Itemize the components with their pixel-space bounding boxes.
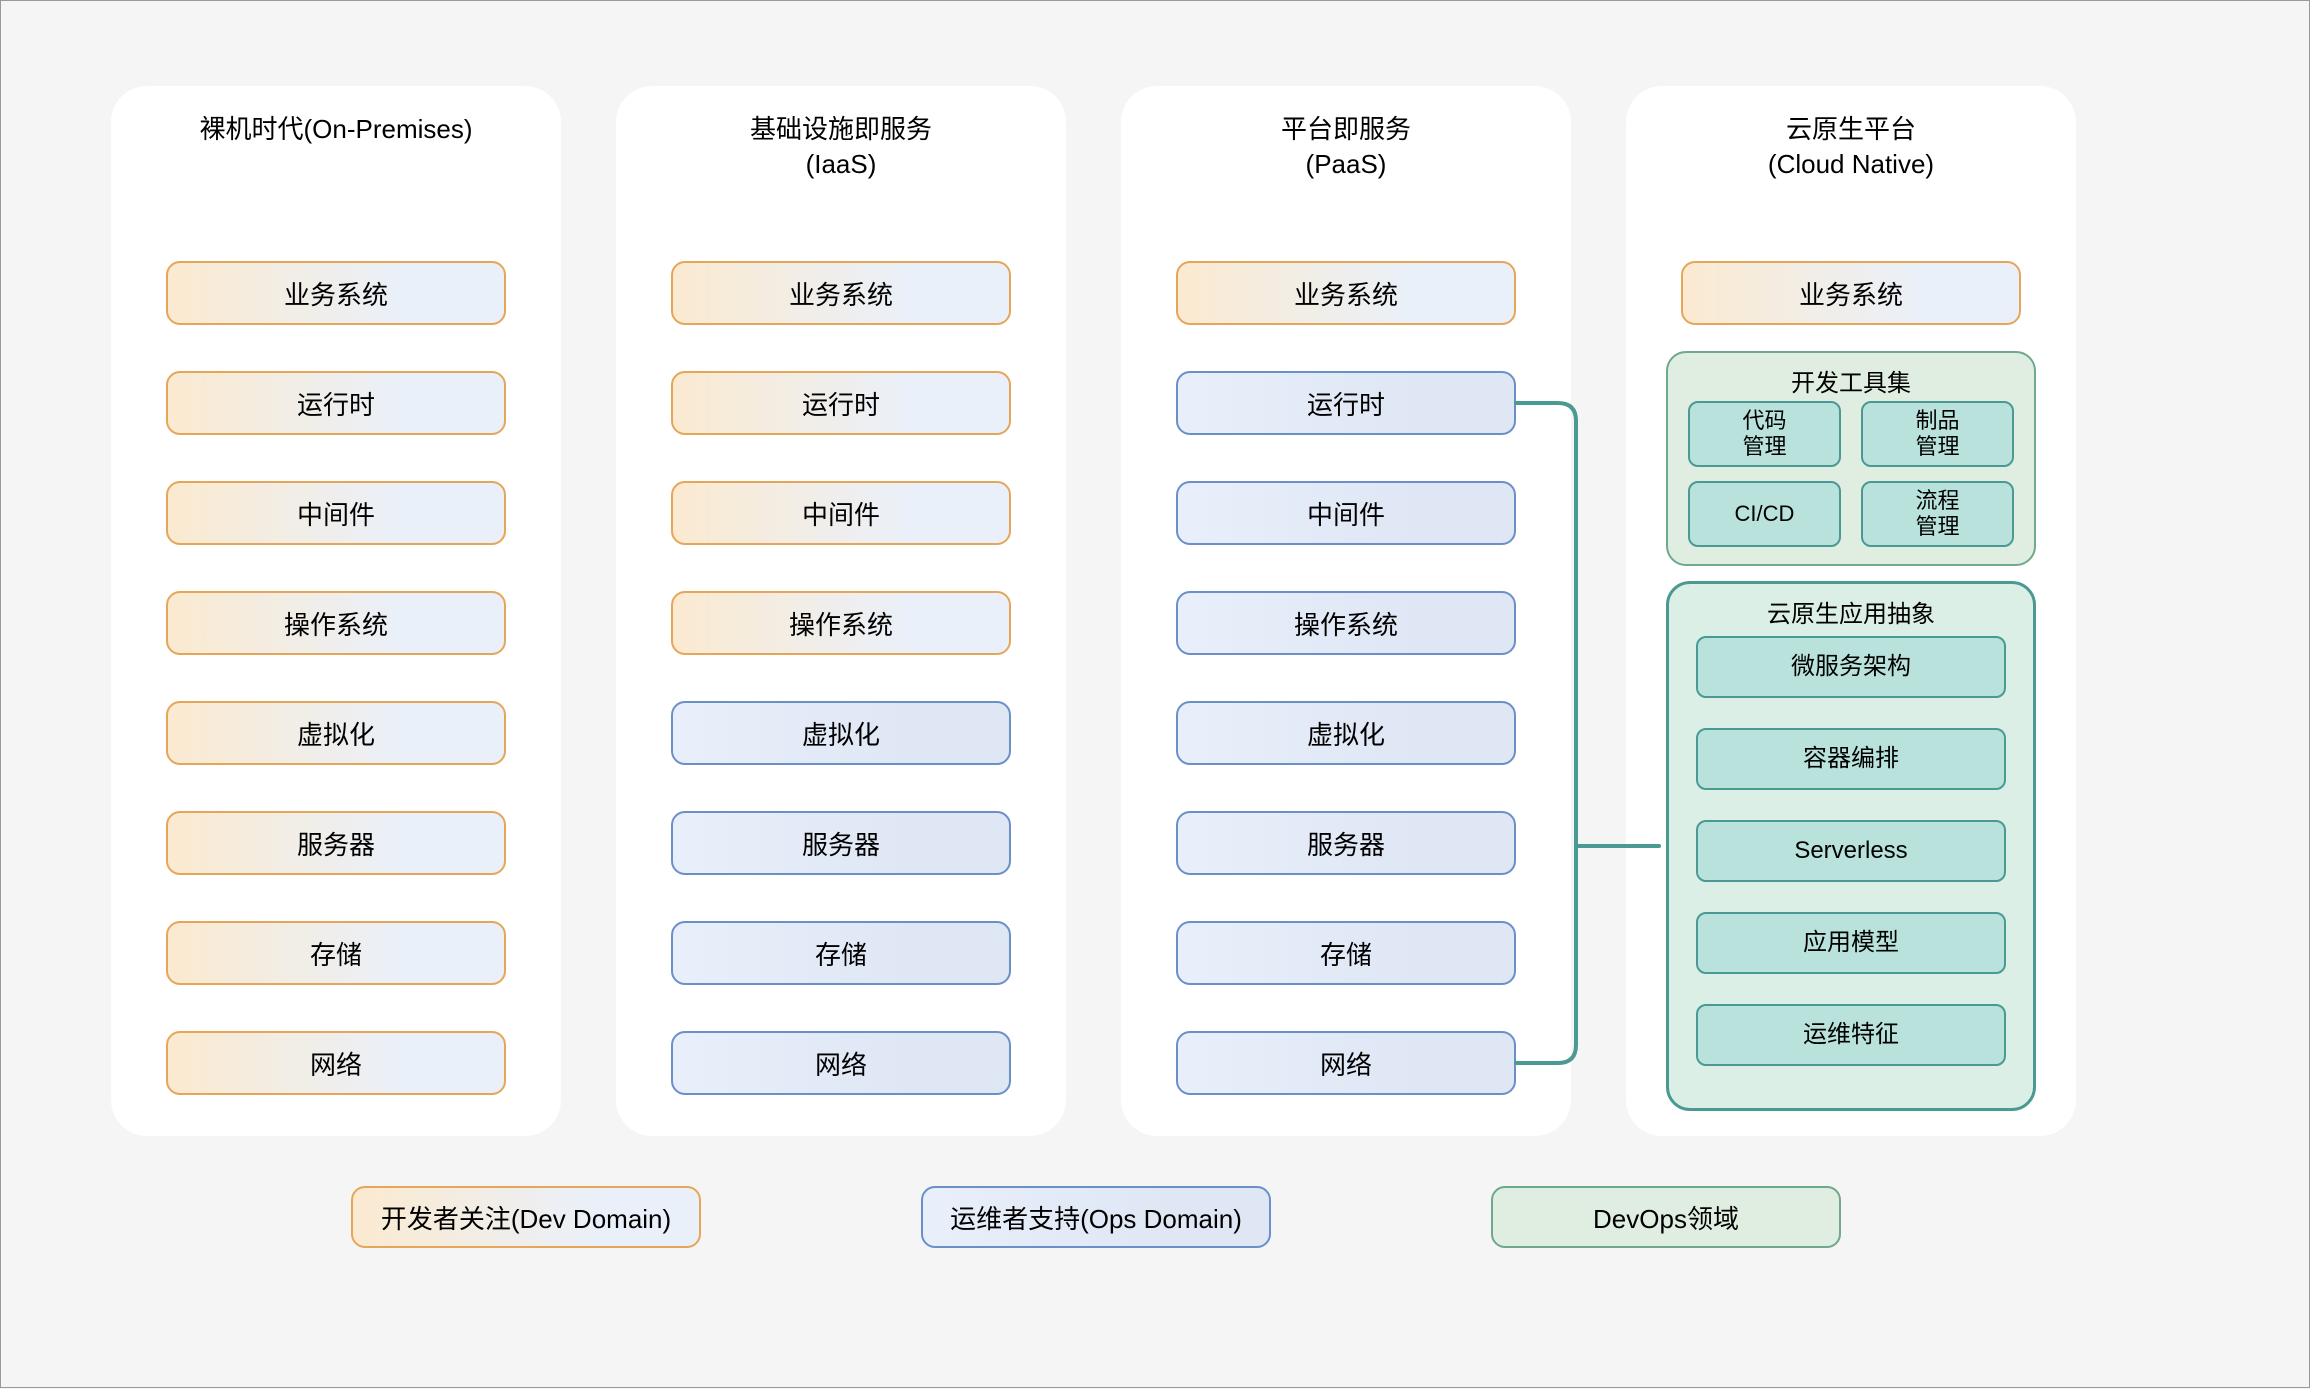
legend-devops: DevOps领域 (1491, 1186, 1841, 1248)
layer-paas-5: 服务器 (1176, 811, 1516, 875)
layer-iaas-7: 网络 (671, 1031, 1011, 1095)
cn-top-box: 业务系统 (1681, 261, 2021, 325)
cn-abstraction-item-3: 应用模型 (1696, 912, 2006, 974)
column-title-onprem: 裸机时代(On-Premises) (111, 112, 561, 147)
diagram-canvas: 裸机时代(On-Premises) 基础设施即服务 (IaaS) 平台即服务 (Pa… (0, 0, 2310, 1388)
layer-iaas-4: 虚拟化 (671, 701, 1011, 765)
cn-abstraction-item-1: 容器编排 (1696, 728, 2006, 790)
layer-iaas-0: 业务系统 (671, 261, 1011, 325)
cn-dev-tool-3: 流程 管理 (1861, 481, 2014, 547)
layer-paas-0: 业务系统 (1176, 261, 1516, 325)
cn-abstraction-item-4: 运维特征 (1696, 1004, 2006, 1066)
layer-paas-3: 操作系统 (1176, 591, 1516, 655)
layer-onprem-1: 运行时 (166, 371, 506, 435)
cn-dev-tool-1: 制品 管理 (1861, 401, 2014, 467)
layer-onprem-0: 业务系统 (166, 261, 506, 325)
cn-abstraction-item-0: 微服务架构 (1696, 636, 2006, 698)
legend-ops: 运维者支持(Ops Domain) (921, 1186, 1271, 1248)
layer-onprem-6: 存储 (166, 921, 506, 985)
layer-paas-6: 存储 (1176, 921, 1516, 985)
layer-paas-4: 虚拟化 (1176, 701, 1516, 765)
layer-iaas-1: 运行时 (671, 371, 1011, 435)
layer-paas-1: 运行时 (1176, 371, 1516, 435)
layer-iaas-6: 存储 (671, 921, 1011, 985)
layer-onprem-3: 操作系统 (166, 591, 506, 655)
column-title-cn: 云原生平台 (Cloud Native) (1626, 112, 2076, 182)
cn-dev-tools-title: 开发工具集 (1668, 353, 2034, 404)
column-title-paas: 平台即服务 (PaaS) (1121, 112, 1571, 182)
layer-iaas-5: 服务器 (671, 811, 1011, 875)
cn-abstraction-item-2: Serverless (1696, 820, 2006, 882)
cn-dev-tool-2: CI/CD (1688, 481, 1841, 547)
legend-dev: 开发者关注(Dev Domain) (351, 1186, 701, 1248)
layer-onprem-5: 服务器 (166, 811, 506, 875)
cn-dev-tool-0: 代码 管理 (1688, 401, 1841, 467)
layer-onprem-4: 虚拟化 (166, 701, 506, 765)
layer-onprem-2: 中间件 (166, 481, 506, 545)
layer-paas-2: 中间件 (1176, 481, 1516, 545)
layer-onprem-7: 网络 (166, 1031, 506, 1095)
layer-paas-7: 网络 (1176, 1031, 1516, 1095)
column-title-iaas: 基础设施即服务 (IaaS) (616, 112, 1066, 182)
cn-abstraction-title: 云原生应用抽象 (1669, 584, 2033, 635)
layer-iaas-2: 中间件 (671, 481, 1011, 545)
layer-iaas-3: 操作系统 (671, 591, 1011, 655)
